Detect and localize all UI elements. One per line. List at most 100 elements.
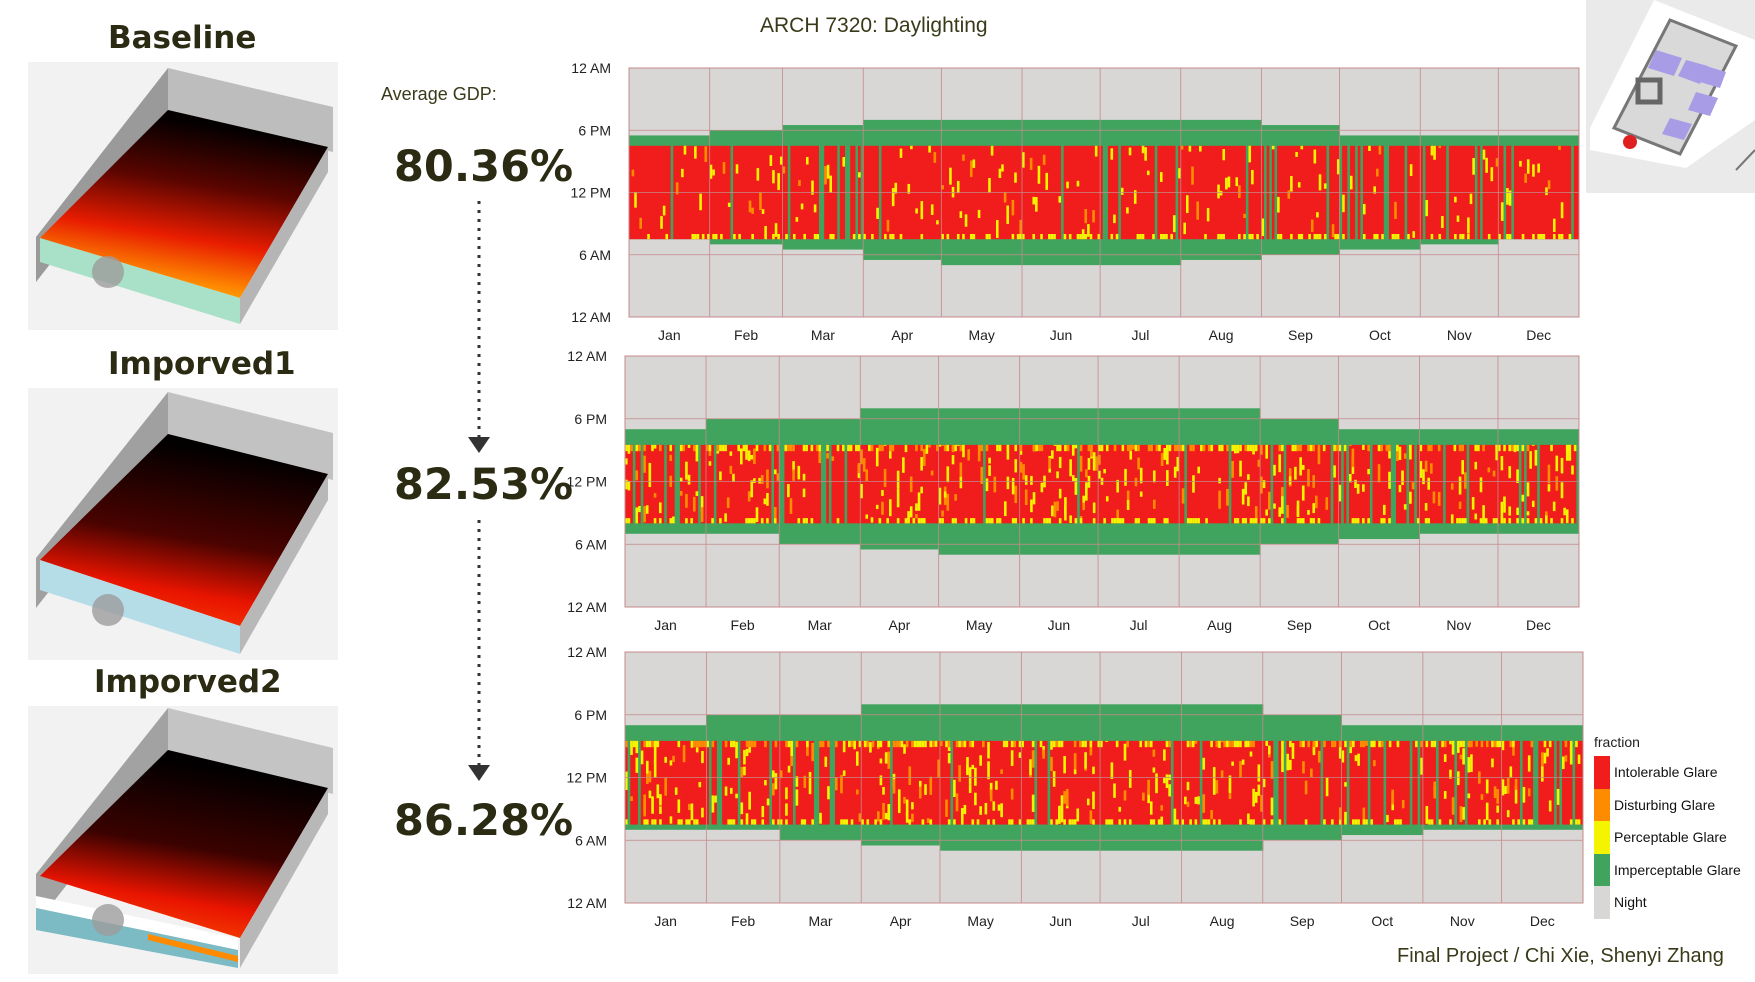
x-tick-label: Mar [808, 617, 832, 633]
day-column [1440, 444, 1444, 524]
day-column [1499, 740, 1503, 825]
day-column [920, 444, 924, 524]
day-column [955, 740, 959, 825]
day-column [1061, 444, 1065, 524]
day-column [1111, 444, 1115, 524]
day-column [983, 444, 987, 524]
day-column [987, 740, 991, 825]
day-column [905, 740, 909, 825]
day-column [768, 444, 772, 524]
day-column [1034, 740, 1038, 825]
day-column [760, 444, 764, 524]
day-column [1053, 444, 1057, 524]
day-column [1252, 740, 1256, 825]
x-tick-label: Jul [1131, 327, 1149, 343]
day-column [1160, 740, 1164, 825]
day-column [1095, 444, 1099, 524]
day-column [653, 740, 657, 825]
day-column [1239, 444, 1243, 524]
day-column [1576, 444, 1580, 524]
day-column [1401, 444, 1405, 524]
day-column [638, 444, 642, 524]
day-column [1409, 740, 1413, 825]
day-column [972, 444, 976, 524]
day-column [1218, 444, 1222, 524]
day-column [1501, 740, 1505, 825]
day-column [917, 444, 921, 524]
day-column [748, 740, 752, 825]
day-column [732, 740, 736, 825]
day-column [997, 740, 1001, 825]
day-column [1024, 444, 1028, 524]
day-column [1359, 444, 1363, 524]
day-column [1001, 444, 1005, 524]
day-column [669, 444, 673, 524]
floor-plan-thumbnail [1586, 0, 1755, 193]
day-column [1126, 444, 1130, 524]
day-column [727, 740, 731, 825]
x-tick-label: Nov [1450, 913, 1475, 929]
legend-item: Imperceptable Glare [1594, 853, 1741, 886]
day-column [1084, 740, 1088, 825]
day-column [860, 444, 864, 524]
day-column [1262, 740, 1266, 825]
x-tick-label: Nov [1446, 617, 1471, 633]
day-column [1575, 740, 1579, 825]
legend-item: Disturbing Glare [1594, 788, 1741, 821]
day-column [716, 740, 720, 825]
day-column [810, 444, 814, 524]
page-title: ARCH 7320: Daylighting [760, 14, 988, 37]
improved1-room-render [28, 388, 338, 660]
day-column [1037, 740, 1041, 825]
x-tick-label: Oct [1371, 913, 1393, 929]
day-column [1349, 740, 1353, 825]
day-column [1333, 740, 1337, 825]
day-column [1492, 444, 1496, 524]
day-column [811, 740, 815, 825]
day-column [1394, 740, 1398, 825]
day-column [1213, 444, 1217, 524]
day-column [1147, 740, 1151, 825]
day-column [714, 740, 718, 825]
day-column [1412, 740, 1416, 825]
day-column [1407, 740, 1411, 825]
day-column [1128, 740, 1132, 825]
day-column [1446, 740, 1450, 825]
day-column [947, 740, 951, 825]
day-column [836, 444, 840, 524]
day-column [1013, 740, 1017, 825]
day-column [1152, 740, 1156, 825]
x-tick-label: Aug [1207, 617, 1232, 633]
day-column [1123, 740, 1127, 825]
day-column [1210, 444, 1214, 524]
day-column [1396, 444, 1400, 524]
day-column [680, 740, 684, 825]
day-column [945, 740, 949, 825]
day-column [862, 444, 866, 524]
day-column [1184, 740, 1188, 825]
x-tick-label: Dec [1530, 913, 1555, 929]
day-column [719, 444, 723, 524]
day-column [1032, 444, 1036, 524]
day-column [1094, 740, 1098, 825]
day-column [1031, 740, 1035, 825]
day-column [1176, 740, 1180, 825]
day-column [1373, 740, 1377, 825]
y-tick-label: 12 AM [571, 60, 611, 76]
day-column [992, 740, 996, 825]
day-column [1281, 444, 1285, 524]
day-column [890, 740, 894, 825]
day-column [1275, 444, 1279, 524]
legend-swatch [1594, 821, 1610, 854]
day-column [929, 740, 933, 825]
day-column [1302, 740, 1306, 825]
day-column [1543, 740, 1547, 825]
day-column [1265, 740, 1269, 825]
day-column [640, 444, 644, 524]
x-tick-label: Apr [889, 617, 911, 633]
day-column [1068, 740, 1072, 825]
day-column [1260, 740, 1264, 825]
day-column [682, 444, 686, 524]
day-column [1531, 444, 1535, 524]
day-column [916, 740, 920, 825]
